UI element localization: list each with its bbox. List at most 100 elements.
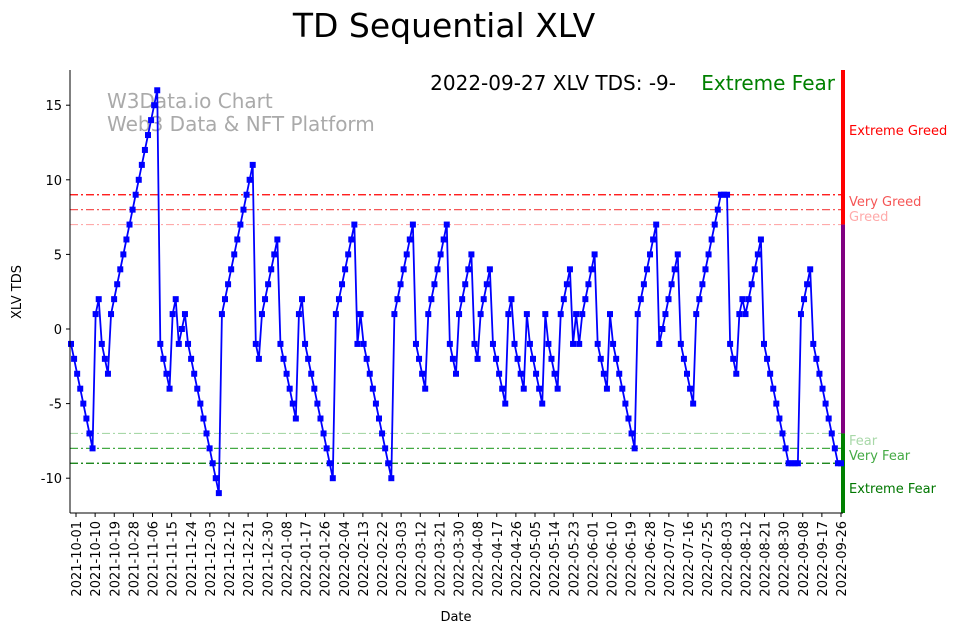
x-tick-label: 2022-03-03 xyxy=(395,521,410,597)
tds-data-point xyxy=(523,311,530,318)
tds-data-point xyxy=(379,430,386,437)
tds-data-point xyxy=(308,370,315,377)
tds-data-point xyxy=(727,340,734,347)
tds-data-point xyxy=(289,400,296,407)
tds-data-point xyxy=(141,146,148,153)
x-tick-label: 2021-11-24 xyxy=(185,521,200,597)
x-tick-label: 2021-12-30 xyxy=(261,521,276,597)
tds-data-point xyxy=(733,370,740,377)
tds-data-point xyxy=(394,296,401,303)
tds-data-point xyxy=(231,251,238,258)
status-annotation: 2022-09-27 XLV TDS: -9- xyxy=(430,71,676,95)
tds-data-point xyxy=(416,355,423,362)
tds-data-point xyxy=(354,340,361,347)
tds-data-point xyxy=(788,460,795,467)
tds-data-point xyxy=(462,281,469,288)
tds-data-point xyxy=(181,311,188,318)
tds-data-point xyxy=(351,221,358,228)
tds-data-point xyxy=(111,296,118,303)
x-tick-label: 2022-02-13 xyxy=(357,521,372,597)
tds-data-point xyxy=(459,296,466,303)
tds-data-point xyxy=(554,385,561,392)
tds-data-point xyxy=(360,340,367,347)
tds-data-point xyxy=(212,475,219,482)
tds-data-point xyxy=(659,326,666,332)
tds-data-point xyxy=(607,311,613,318)
level-label: Fear xyxy=(849,434,878,449)
tds-data-point xyxy=(791,460,798,467)
tds-data-point xyxy=(625,415,632,422)
tds-data-point xyxy=(647,251,654,258)
tds-data-point xyxy=(148,117,155,124)
tds-data-point xyxy=(385,460,392,467)
tds-data-point xyxy=(74,370,81,377)
level-label: Extreme Fear xyxy=(849,482,937,497)
tds-data-point xyxy=(154,87,161,94)
tds-data-point xyxy=(751,266,758,273)
tds-data-point xyxy=(677,340,684,347)
tds-data-point xyxy=(770,385,777,392)
tds-data-point xyxy=(243,191,250,198)
tds-data-point xyxy=(388,475,395,482)
tds-data-point xyxy=(724,191,731,198)
tds-data-point xyxy=(406,236,413,243)
tds-data-point xyxy=(145,132,151,139)
tds-data-point xyxy=(92,311,99,318)
tds-data-point xyxy=(197,400,204,407)
tds-data-point xyxy=(422,385,429,392)
level-label: Very Fear xyxy=(849,449,911,464)
x-tick-label: 2022-06-10 xyxy=(606,521,621,597)
tds-data-point xyxy=(591,251,598,258)
chart-title: TD Sequential XLV xyxy=(292,6,596,45)
tds-data-point xyxy=(98,340,105,347)
tds-data-point xyxy=(496,370,503,377)
tds-data-point xyxy=(745,296,752,303)
x-tick-label: 2022-04-17 xyxy=(491,521,506,597)
tds-data-point xyxy=(579,311,586,318)
tds-data-point xyxy=(255,355,262,362)
tds-data-point xyxy=(603,385,610,392)
tds-data-point xyxy=(357,311,364,318)
x-tick-label: 2022-08-30 xyxy=(778,521,793,597)
tds-data-point xyxy=(108,311,115,318)
x-tick-label: 2022-07-16 xyxy=(682,521,697,597)
tds-data-point xyxy=(757,236,764,243)
tds-data-point xyxy=(668,281,675,288)
x-tick-label: 2022-06-19 xyxy=(625,521,640,597)
tds-data-point xyxy=(271,251,278,258)
x-tick-label: 2022-09-26 xyxy=(835,521,850,597)
tds-data-point xyxy=(403,251,410,258)
x-tick-label: 2021-12-12 xyxy=(223,521,238,597)
tds-data-point xyxy=(680,355,687,362)
x-tick-label: 2022-02-04 xyxy=(338,521,353,597)
tds-data-point xyxy=(533,370,540,377)
tds-data-point xyxy=(123,236,130,243)
tds-data-point xyxy=(80,400,87,407)
tds-data-point xyxy=(693,311,700,318)
tds-data-point xyxy=(200,415,207,422)
tds-data-point xyxy=(262,296,269,303)
tds-data-point xyxy=(129,206,136,213)
x-tick-label: 2022-03-12 xyxy=(414,521,429,597)
tds-data-point xyxy=(776,415,783,422)
tds-data-point xyxy=(480,296,487,303)
tds-data-point xyxy=(376,415,382,422)
tds-data-point xyxy=(126,221,133,228)
tds-data-point xyxy=(610,340,617,347)
tds-data-point xyxy=(499,385,506,392)
x-tick-label: 2022-03-21 xyxy=(433,521,448,597)
tds-data-point xyxy=(767,370,774,377)
x-tick-label: 2022-03-30 xyxy=(453,521,468,597)
tds-data-point xyxy=(249,161,256,168)
tds-data-point xyxy=(363,355,370,362)
tds-data-point xyxy=(653,221,660,228)
tds-data-point xyxy=(628,430,635,437)
tds-data-point xyxy=(634,311,641,318)
x-tick-label: 2022-08-21 xyxy=(759,521,774,597)
tds-data-point xyxy=(489,340,496,347)
tds-data-point xyxy=(810,340,817,347)
tds-data-point xyxy=(720,191,727,198)
tds-data-point xyxy=(169,311,176,318)
tds-data-point xyxy=(486,266,493,273)
tds-data-point xyxy=(77,385,84,392)
